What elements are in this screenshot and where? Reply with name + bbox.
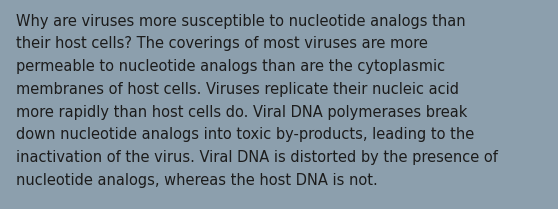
Text: more rapidly than host cells do. Viral DNA polymerases break: more rapidly than host cells do. Viral D…	[16, 105, 467, 120]
Text: permeable to nucleotide analogs than are the cytoplasmic: permeable to nucleotide analogs than are…	[16, 59, 445, 74]
Text: Why are viruses more susceptible to nucleotide analogs than: Why are viruses more susceptible to nucl…	[16, 14, 465, 29]
Text: their host cells? The coverings of most viruses are more: their host cells? The coverings of most …	[16, 36, 427, 51]
Text: membranes of host cells. Viruses replicate their nucleic acid: membranes of host cells. Viruses replica…	[16, 82, 459, 97]
Text: inactivation of the virus. Viral DNA is distorted by the presence of: inactivation of the virus. Viral DNA is …	[16, 150, 498, 165]
Text: down nucleotide analogs into toxic by-products, leading to the: down nucleotide analogs into toxic by-pr…	[16, 127, 474, 143]
Text: nucleotide analogs, whereas the host DNA is not.: nucleotide analogs, whereas the host DNA…	[16, 173, 377, 188]
